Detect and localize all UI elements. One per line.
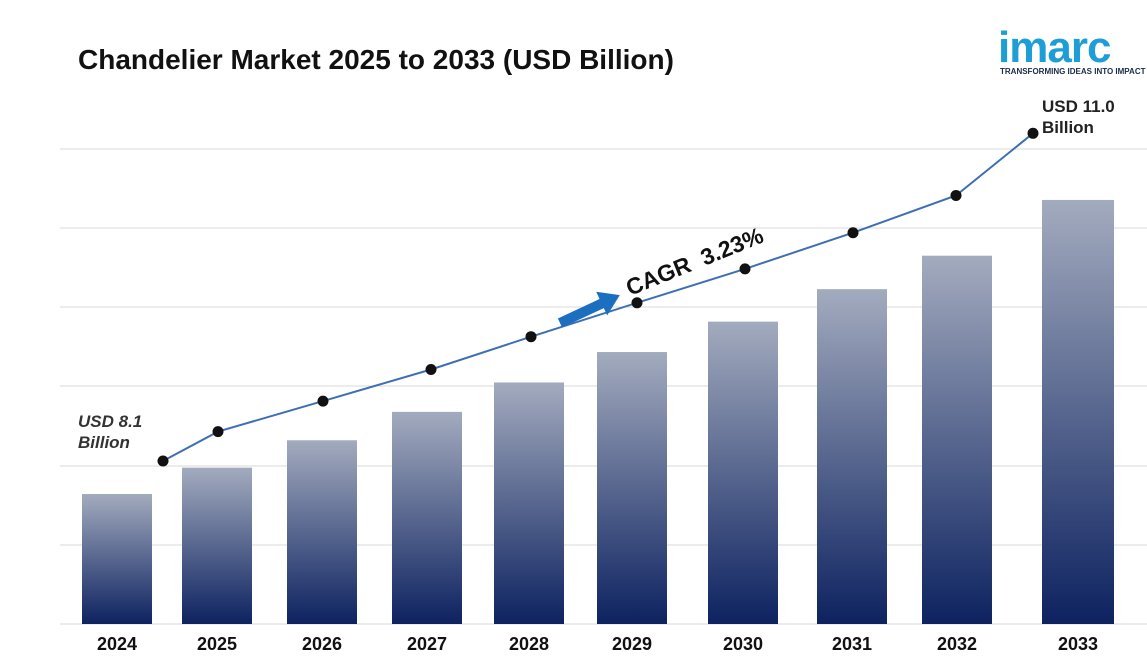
line-point-2024 bbox=[157, 455, 169, 467]
arrow-shape bbox=[557, 291, 620, 328]
x-tick-label: 2033 bbox=[1058, 634, 1098, 654]
logo-tagline: TRANSFORMING IDEAS INTO IMPACT bbox=[1000, 67, 1146, 76]
x-tick-label: 2032 bbox=[937, 634, 977, 654]
x-tick-label: 2030 bbox=[723, 634, 763, 654]
chart-title: Chandelier Market 2025 to 2033 (USD Bill… bbox=[78, 44, 674, 75]
line-point-2027 bbox=[425, 363, 437, 375]
x-tick-label: 2025 bbox=[197, 634, 237, 654]
logo-wordmark: imarc bbox=[998, 23, 1111, 72]
bars bbox=[82, 199, 1114, 624]
bar-2026 bbox=[287, 440, 357, 624]
bar-2033 bbox=[1042, 199, 1114, 624]
line-point-2029 bbox=[631, 297, 643, 309]
line-point-2032 bbox=[950, 189, 962, 201]
line-point-2028 bbox=[525, 331, 537, 343]
end-value-label: USD 11.0 Billion bbox=[1042, 97, 1115, 137]
bar-2031 bbox=[817, 289, 887, 624]
x-tick-label: 2027 bbox=[407, 634, 447, 654]
line-point-2030 bbox=[739, 263, 751, 275]
bar-2032 bbox=[922, 255, 992, 624]
bar-2025 bbox=[182, 467, 252, 624]
trend-line-series bbox=[157, 127, 1039, 467]
x-tick-label: 2026 bbox=[302, 634, 342, 654]
bar-2024 bbox=[82, 494, 152, 624]
bar-2028 bbox=[494, 382, 564, 624]
x-tick-label: 2029 bbox=[612, 634, 652, 654]
line-point-2033 bbox=[1027, 127, 1039, 139]
x-tick-label: 2024 bbox=[97, 634, 137, 654]
line-point-2026 bbox=[317, 395, 329, 407]
cagr-label: CAGR 3.23% bbox=[622, 222, 767, 301]
bar-2027 bbox=[392, 411, 462, 624]
bar-2030 bbox=[708, 321, 778, 624]
imarc-logo: imarc TRANSFORMING IDEAS INTO IMPACT bbox=[996, 12, 1146, 78]
bar-2029 bbox=[597, 352, 667, 624]
trend-line bbox=[162, 132, 1034, 462]
x-tick-label: 2028 bbox=[509, 634, 549, 654]
cagr-arrow bbox=[557, 291, 620, 328]
x-tick-label: 2031 bbox=[832, 634, 872, 654]
line-point-2031 bbox=[847, 227, 859, 239]
line-point-2025 bbox=[212, 426, 224, 438]
x-axis-tick-labels: 2024 2025 2026 2027 2028 2029 2030 2031 2032 2033 bbox=[97, 634, 1098, 654]
start-value-label: USD 8.1 Billion bbox=[78, 412, 142, 452]
